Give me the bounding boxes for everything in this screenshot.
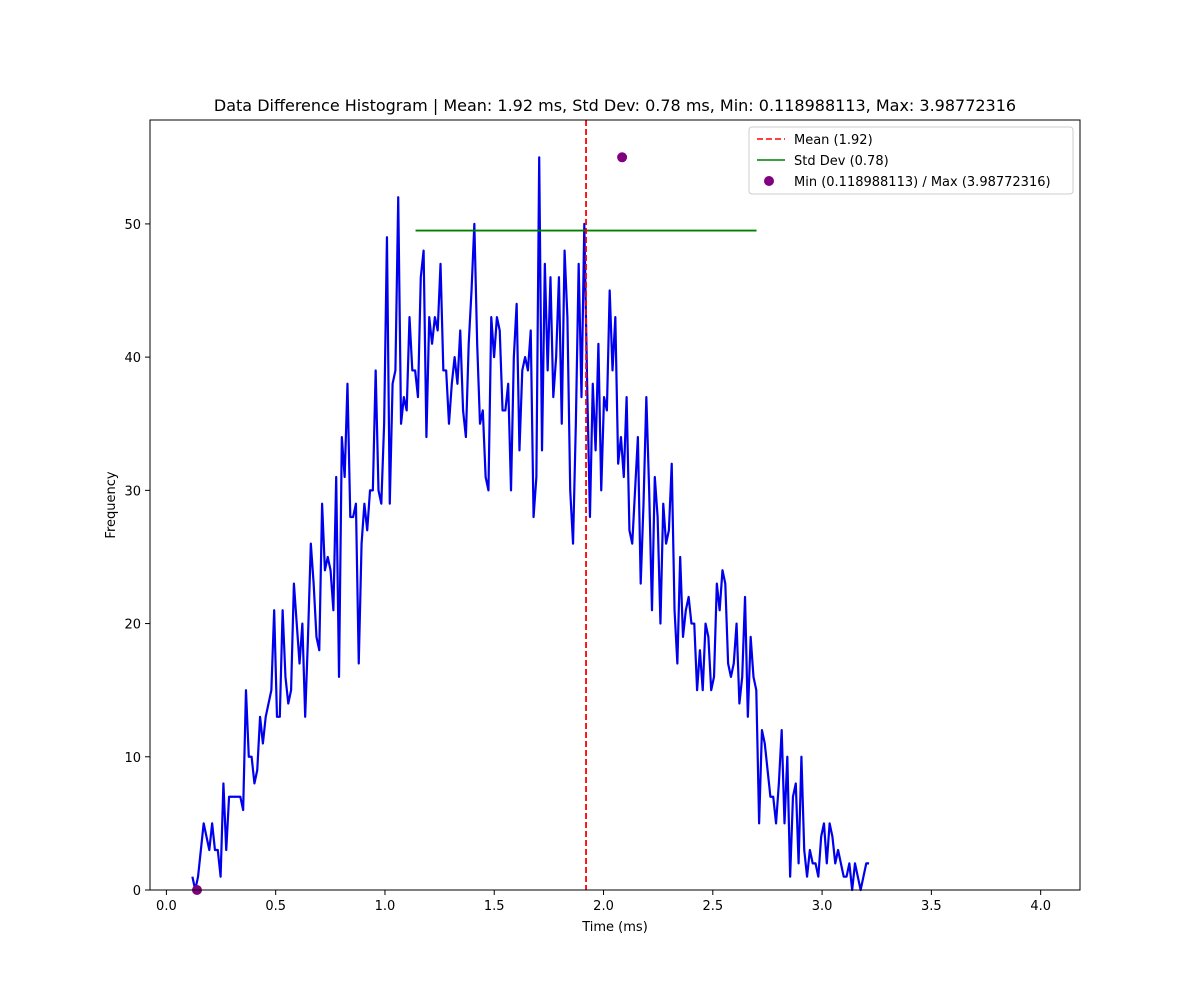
x-tick-label: 2.5 bbox=[702, 899, 723, 914]
legend: Mean (1.92) Std Dev (0.78) Min (0.118988… bbox=[748, 126, 1074, 195]
legend-minmax-label: Min (0.118988113) / Max (3.98772316) bbox=[794, 175, 1051, 190]
legend-minmax-swatch bbox=[764, 176, 774, 186]
x-tick-label: 0.0 bbox=[156, 899, 177, 914]
y-tick-label: 50 bbox=[124, 218, 141, 233]
y-tick-label: 40 bbox=[124, 351, 141, 366]
y-tick-label: 20 bbox=[124, 618, 141, 633]
x-tick-label: 1.0 bbox=[375, 899, 396, 914]
axes-frame bbox=[149, 119, 1081, 891]
frequency-line bbox=[191, 156, 870, 892]
x-tick-label: 4.0 bbox=[1030, 899, 1051, 914]
x-axis-ticks: 0.0 0.5 1.0 1.5 2.0 2.5 3.0 3.5 4.0 bbox=[156, 890, 1051, 914]
legend-std-label: Std Dev (0.78) bbox=[794, 154, 889, 169]
x-tick-label: 1.5 bbox=[484, 899, 505, 914]
plot-area bbox=[149, 119, 1081, 895]
legend-mean-label: Mean (1.92) bbox=[794, 133, 873, 148]
max-marker bbox=[617, 152, 628, 163]
x-tick-label: 0.5 bbox=[265, 899, 286, 914]
chart-title: Data Difference Histogram | Mean: 1.92 m… bbox=[214, 96, 1016, 115]
y-axis-ticks: 0 10 20 30 40 50 bbox=[124, 218, 150, 899]
x-axis-label: Time (ms) bbox=[581, 920, 648, 935]
y-tick-label: 0 bbox=[133, 884, 141, 899]
series-layer bbox=[191, 120, 870, 895]
y-tick-label: 10 bbox=[124, 751, 141, 766]
legend-box bbox=[748, 126, 1074, 195]
y-tick-label: 30 bbox=[124, 484, 141, 499]
x-tick-label: 3.5 bbox=[921, 899, 942, 914]
x-tick-label: 2.0 bbox=[593, 899, 614, 914]
x-tick-label: 3.0 bbox=[812, 899, 833, 914]
y-axis-label: Frequency bbox=[104, 471, 119, 538]
